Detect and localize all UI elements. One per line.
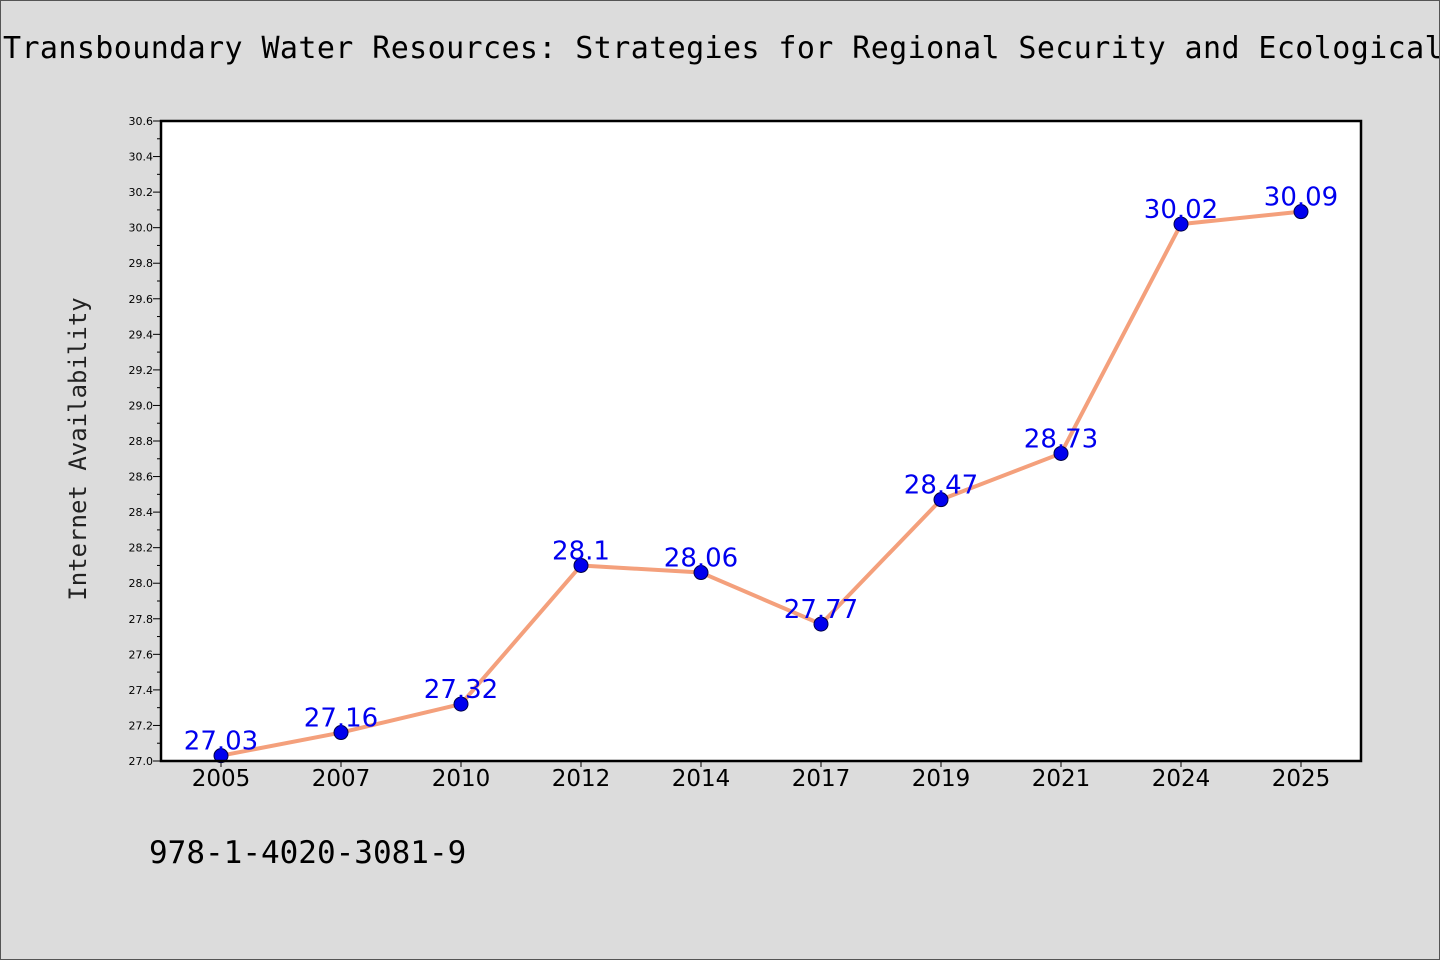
data-point — [573, 557, 589, 573]
axis-ticks: 27.0 27.2 27.4 27.6 27.8 28.0 28.2 28.4 28.6 28.8… — [129, 115, 1331, 792]
y-tick-label: 30.2 — [129, 186, 154, 199]
data-label: 30.09 — [1264, 183, 1338, 213]
y-tick-label: 27.2 — [129, 719, 154, 732]
data-point — [693, 565, 709, 581]
x-tick-label: 2010 — [432, 766, 491, 792]
y-tick-label: 28.0 — [129, 577, 154, 590]
isbn-text: 978-1-4020-3081-9 — [149, 835, 467, 871]
x-tick-label: 2025 — [1272, 766, 1331, 792]
y-tick-label: 29.6 — [129, 293, 154, 306]
x-tick-label: 2024 — [1152, 766, 1211, 792]
data-point — [1173, 216, 1189, 232]
data-point — [333, 725, 349, 741]
chart-title: Transboundary Water Resources: Strategie… — [3, 31, 1440, 66]
x-tick-label: 2005 — [192, 766, 251, 792]
y-tick-label: 27.8 — [129, 613, 154, 626]
data-label: 28.1 — [552, 536, 610, 566]
data-label: 28.06 — [664, 544, 738, 574]
data-label: 28.73 — [1024, 424, 1098, 454]
data-point — [933, 492, 949, 508]
data-markers-layer — [213, 204, 1309, 764]
data-point — [213, 748, 229, 764]
y-tick-label: 28.2 — [129, 542, 154, 555]
y-tick-label: 30.0 — [129, 222, 154, 235]
data-point — [453, 696, 469, 712]
y-tick-label: 28.8 — [129, 435, 154, 448]
plot-area — [161, 121, 1361, 761]
y-tick-label: 29.2 — [129, 364, 154, 377]
y-tick-label: 27.6 — [129, 648, 154, 661]
y-tick-label: 28.4 — [129, 506, 154, 519]
data-label: 27.32 — [424, 675, 498, 705]
y-tick-label: 29.4 — [129, 328, 154, 341]
data-point — [1053, 445, 1069, 461]
data-label: 28.47 — [904, 471, 978, 501]
x-tick-label: 2014 — [672, 766, 731, 792]
x-tick-label: 2017 — [792, 766, 851, 792]
y-tick-label: 29.8 — [129, 257, 154, 270]
y-tick-label: 27.4 — [129, 684, 154, 697]
x-tick-label: 2007 — [312, 766, 371, 792]
x-tick-label: 2012 — [552, 766, 611, 792]
y-tick-label: 30.6 — [129, 115, 154, 128]
y-tick-label: 30.4 — [129, 151, 154, 164]
data-label: 27.77 — [784, 595, 858, 625]
y-tick-label: 28.6 — [129, 471, 154, 484]
data-point — [1293, 204, 1309, 220]
y-tick-label: 27.0 — [129, 755, 154, 768]
series-line-layer — [219, 209, 1303, 758]
data-label: 27.16 — [304, 704, 378, 734]
series-line — [219, 209, 1303, 758]
x-tick-label: 2021 — [1032, 766, 1091, 792]
y-axis-label: Internet Availability — [64, 297, 92, 600]
data-label: 27.03 — [184, 727, 258, 757]
x-tick-label: 2019 — [912, 766, 971, 792]
data-label: 30.02 — [1144, 195, 1218, 225]
data-labels-layer: 27.03 27.16 27.32 28.1 28.06 27.77 28.47 28.73 3… — [184, 183, 1338, 757]
plot-border — [159, 119, 1363, 763]
y-tick-label: 29.0 — [129, 399, 154, 412]
data-point — [813, 616, 829, 632]
